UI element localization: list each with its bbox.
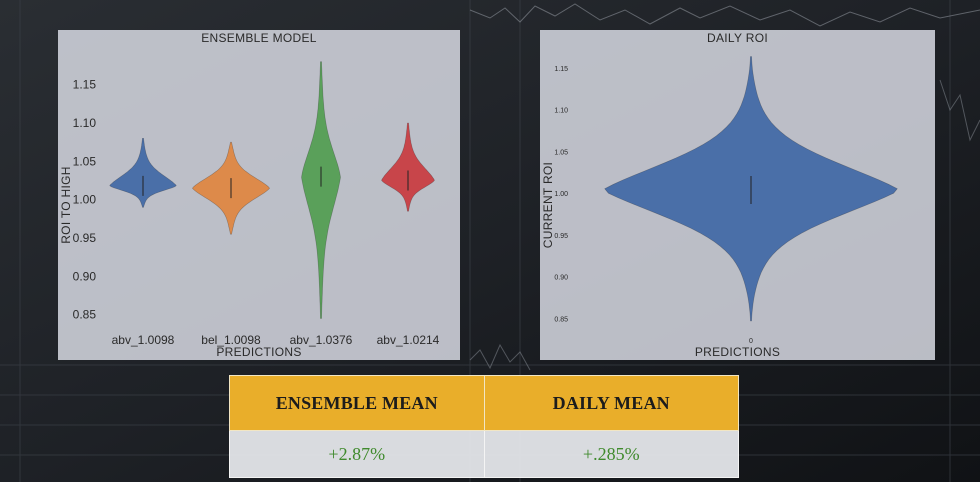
daily-roi-chart: DAILY ROI 0.85 0.90 0.95 1.00 1.05 1.10 … <box>540 30 935 360</box>
daily-roi-violin-plot: 0.85 0.90 0.95 1.00 1.05 1.10 1.15 0 <box>554 56 898 345</box>
y-tick-label: 1.15 <box>554 66 568 73</box>
y-tick-label: 0.90 <box>73 269 97 283</box>
daily-mean-header: DAILY MEAN <box>483 375 739 431</box>
y-tick-label: 0.90 <box>554 275 568 282</box>
summary-header-row: ENSEMBLE MEAN DAILY MEAN <box>229 375 739 431</box>
y-tick-label: 0.85 <box>73 308 97 322</box>
ensemble-mean-header: ENSEMBLE MEAN <box>229 375 485 431</box>
x-tick-label: abv_1.0098 <box>112 333 175 347</box>
summary-table: ENSEMBLE MEAN DAILY MEAN +2.87% +.285% <box>229 375 739 478</box>
y-tick-label: 0.95 <box>73 231 97 245</box>
chart-title: ENSEMBLE MODEL <box>201 31 317 45</box>
y-axis-label: ROI TO HIGH <box>59 166 73 244</box>
ensemble-mean-value: +2.87% <box>229 430 485 478</box>
violin-body <box>301 61 341 319</box>
x-axis-label: PREDICTIONS <box>216 345 302 359</box>
y-tick-label: 1.05 <box>554 150 568 157</box>
y-tick-label: 0.95 <box>554 233 568 240</box>
x-tick-label: abv_1.0214 <box>377 333 440 347</box>
y-axis-label: CURRENT ROI <box>541 161 555 249</box>
y-tick-label: 1.00 <box>554 191 568 198</box>
x-tick-label: bel_1.0098 <box>201 333 261 347</box>
y-tick-label: 1.15 <box>73 78 97 92</box>
x-axis-label: PREDICTIONS <box>694 345 781 359</box>
y-tick-label: 0.85 <box>554 316 568 323</box>
y-tick-label: 1.00 <box>73 193 97 207</box>
chart-title: DAILY ROI <box>707 31 768 45</box>
x-tick-label: abv_1.0376 <box>290 333 353 347</box>
y-tick-label: 1.10 <box>73 116 97 130</box>
violin-body <box>381 122 435 212</box>
y-tick-label: 1.10 <box>554 108 568 115</box>
x-tick-label: 0 <box>749 338 753 345</box>
ensemble-model-chart: ENSEMBLE MODEL 0.85 0.90 0.95 1.00 1.05 … <box>58 30 460 360</box>
violin-body <box>109 138 177 208</box>
summary-value-row: +2.87% +.285% <box>229 430 739 478</box>
ensemble-violin-plot: 0.85 0.90 0.95 1.00 1.05 1.10 1.15 abv_1… <box>73 61 440 347</box>
daily-mean-value: +.285% <box>483 430 739 478</box>
y-tick-label: 1.05 <box>73 154 97 168</box>
